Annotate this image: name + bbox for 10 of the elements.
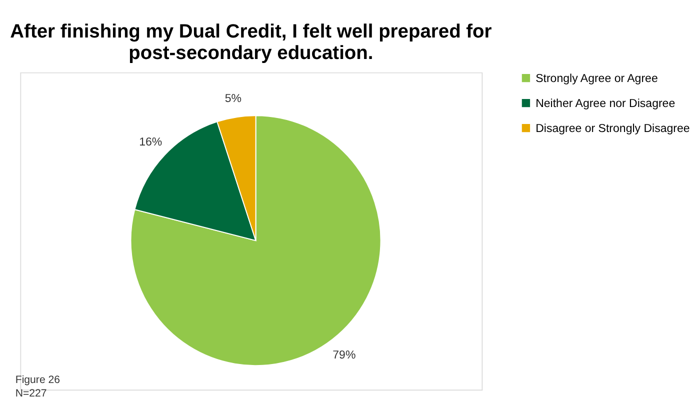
data-label: 79% <box>332 349 356 362</box>
legend-label: Disagree or Strongly Disagree <box>536 122 690 135</box>
pie-slice <box>130 115 382 366</box>
chart-title: After finishing my Dual Credit, I felt well prepared for post-secondary education. <box>10 22 492 64</box>
legend-label: Strongly Agree or Agree <box>536 72 658 85</box>
data-label: 16% <box>139 136 162 149</box>
caption: Figure 26 <box>15 374 60 386</box>
data-label: 5% <box>224 92 242 105</box>
text: N=227 <box>15 387 47 400</box>
legend-label: Neither Agree nor Disagree <box>536 98 676 110</box>
